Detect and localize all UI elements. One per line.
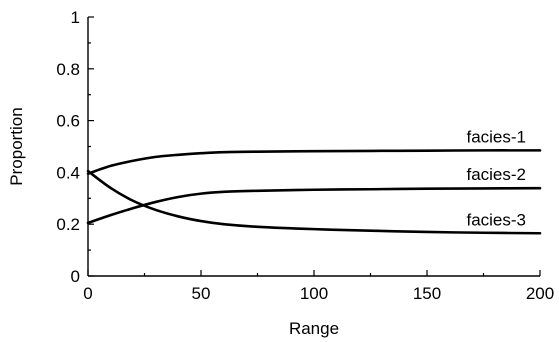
series-line-facies-1 (86, 149, 542, 175)
axes (87, 17, 540, 277)
series-label-facies-1: facies-1 (466, 127, 526, 146)
x-tick-label: 150 (413, 284, 441, 303)
y-tick-label: 1 (71, 8, 80, 27)
x-axis-title: Range (289, 319, 339, 338)
y-tick-label: 0 (71, 267, 80, 286)
y-tick-label: 0.4 (56, 163, 80, 182)
series-label-facies-3: facies-3 (466, 210, 526, 229)
y-axis-title: Proportion (7, 107, 26, 185)
y-tick-label: 0.6 (56, 112, 80, 131)
series-line-facies-3 (86, 169, 542, 235)
y-tick-label: 0.8 (56, 60, 80, 79)
x-axis-ticks: 0 50 100 150 200 (83, 270, 554, 303)
y-axis-ticks: 0 0.2 0.4 0.6 0.8 1 (56, 8, 94, 286)
series-labels: facies-1 facies-2 facies-3 (466, 127, 526, 229)
series-label-facies-2: facies-2 (466, 165, 526, 184)
x-tick-label: 100 (300, 284, 328, 303)
x-tick-label: 200 (526, 284, 554, 303)
y-tick-label: 0.2 (56, 215, 80, 234)
x-tick-label: 0 (83, 284, 92, 303)
series-group (86, 149, 542, 235)
x-tick-label: 50 (192, 284, 211, 303)
series-line-facies-2 (86, 186, 542, 225)
